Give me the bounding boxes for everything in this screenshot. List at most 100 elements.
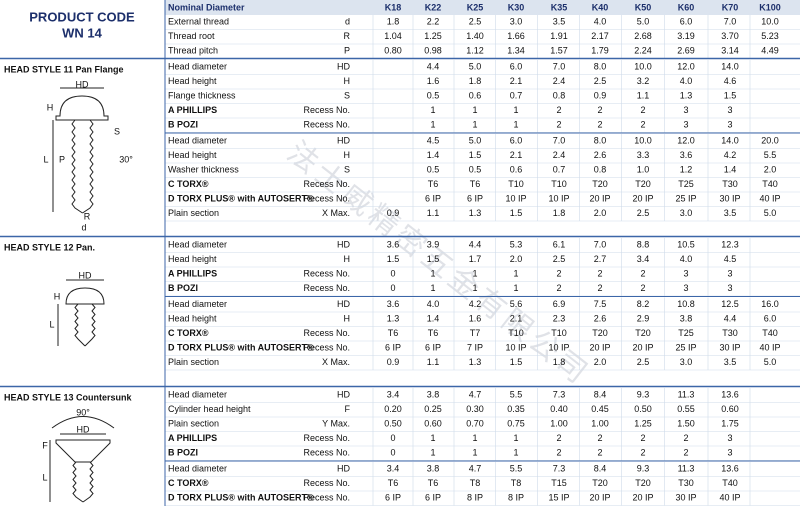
cell-value: 2.9 [637, 314, 650, 324]
cell-value: 0.60 [721, 404, 739, 414]
cell-value: T15 [551, 478, 567, 488]
drawing-label: L [43, 154, 48, 164]
cell-value: 8 IP [467, 493, 483, 503]
cell-value: 3.9 [427, 240, 440, 250]
cell-value: 0 [390, 448, 395, 458]
cell-value: 0.20 [384, 404, 402, 414]
cell-value: 5.0 [469, 62, 482, 72]
row-label: Plain section [168, 419, 219, 429]
row-symbol: R [344, 31, 351, 41]
cell-value: 4.7 [469, 390, 482, 400]
cell-value: 1.66 [507, 31, 525, 41]
drawing-label: 30° [119, 154, 133, 164]
cell-value: 0.6 [469, 91, 482, 101]
cell-value: 6.9 [553, 299, 566, 309]
cell-value: 1 [472, 105, 477, 115]
cell-value: 14.0 [721, 62, 739, 72]
cell-value: 1.4 [724, 165, 737, 175]
cell-value: 3.8 [680, 314, 693, 324]
cell-value: 3 [727, 120, 732, 130]
cell-value: 40 IP [759, 194, 780, 204]
cell-value: 5.6 [510, 299, 523, 309]
cell-value: 1.5 [387, 254, 400, 264]
cell-value: 2.5 [637, 357, 650, 367]
cell-value: 2.4 [553, 150, 566, 160]
row-symbol: Recess No. [303, 328, 350, 338]
cell-value: 2.1 [510, 76, 523, 86]
size-header: K50 [635, 2, 652, 12]
cell-value: 3.8 [427, 464, 440, 474]
cell-value: 2.17 [591, 31, 609, 41]
section-title: HEAD STYLE 11 Pan Flange [4, 64, 124, 74]
cell-value: 3 [683, 269, 688, 279]
drawing-label: L [42, 472, 47, 482]
cell-value: T7 [470, 328, 481, 338]
cell-value: 4.7 [469, 464, 482, 474]
cell-value: 15 IP [548, 493, 569, 503]
row-symbol: Recess No. [303, 179, 350, 189]
drawings: HD H L P S 30° Rd HD H L 90° HD F L [42, 79, 133, 503]
cell-value: 1.5 [469, 150, 482, 160]
cell-value: 2 [556, 433, 561, 443]
cell-value: T6 [428, 179, 439, 189]
cell-value: 1.3 [680, 91, 693, 101]
cell-value: 3.8 [427, 390, 440, 400]
cell-value: 1 [430, 448, 435, 458]
cell-value: 0.50 [634, 404, 652, 414]
cell-value: 6.0 [764, 314, 777, 324]
cell-value: 2 [597, 269, 602, 279]
row-symbol: HD [337, 240, 350, 250]
row-symbol: H [344, 254, 351, 264]
cell-value: 20 IP [632, 343, 653, 353]
cell-value: 6.0 [510, 136, 523, 146]
thread-outline [74, 303, 86, 347]
cell-value: 1.3 [469, 208, 482, 218]
row-label: Head diameter [168, 136, 227, 146]
cell-value: T30 [722, 179, 738, 189]
cell-value: 3.5 [553, 17, 566, 27]
cell-value: 3.6 [680, 150, 693, 160]
cell-value: 0.80 [384, 46, 402, 56]
cell-value: 12.0 [677, 62, 695, 72]
thread-outline [82, 461, 94, 503]
row-symbol: X Max. [322, 357, 350, 367]
cell-value: 10.0 [634, 62, 652, 72]
row-symbol: S [344, 165, 350, 175]
cell-value: 0.40 [550, 404, 568, 414]
cell-value: T10 [551, 328, 567, 338]
cell-value: 2 [640, 448, 645, 458]
row-symbol: Recess No. [303, 433, 350, 443]
cell-value: 4.5 [427, 136, 440, 146]
cell-value: 10.8 [677, 299, 695, 309]
cell-value: 1.04 [384, 31, 402, 41]
cell-value: 2 [556, 283, 561, 293]
row-label: Thread pitch [168, 46, 218, 56]
cell-value: 11.3 [678, 390, 695, 400]
row-label: Head height [168, 314, 217, 324]
row-symbol: HD [337, 299, 350, 309]
row-label: A PHILLIPS [168, 433, 217, 443]
row-label: A PHILLIPS [168, 105, 217, 115]
cell-value: 0.6 [510, 165, 523, 175]
cell-value: 3.2 [637, 76, 650, 86]
cell-value: 2 [640, 269, 645, 279]
cell-value: 2.0 [510, 254, 523, 264]
cell-value: 2 [556, 269, 561, 279]
cell-value: 1 [513, 105, 518, 115]
cell-value: 2 [597, 120, 602, 130]
cell-value: 10.0 [761, 17, 779, 27]
screw-head [65, 287, 105, 305]
cell-value: 4.5 [724, 254, 737, 264]
row-label: A PHILLIPS [168, 269, 217, 279]
cell-value: 3.4 [637, 254, 650, 264]
cell-value: 0.8 [594, 165, 607, 175]
cell-value: 5.0 [764, 357, 777, 367]
row-symbol: Recess No. [303, 194, 350, 204]
cell-value: 3 [727, 433, 732, 443]
cell-value: T8 [511, 478, 522, 488]
row-symbol: Recess No. [303, 343, 350, 353]
drawing-label: HD [77, 424, 90, 434]
cell-value: 3 [727, 283, 732, 293]
cell-value: 1.1 [637, 91, 650, 101]
cell-value: 3.19 [677, 31, 695, 41]
